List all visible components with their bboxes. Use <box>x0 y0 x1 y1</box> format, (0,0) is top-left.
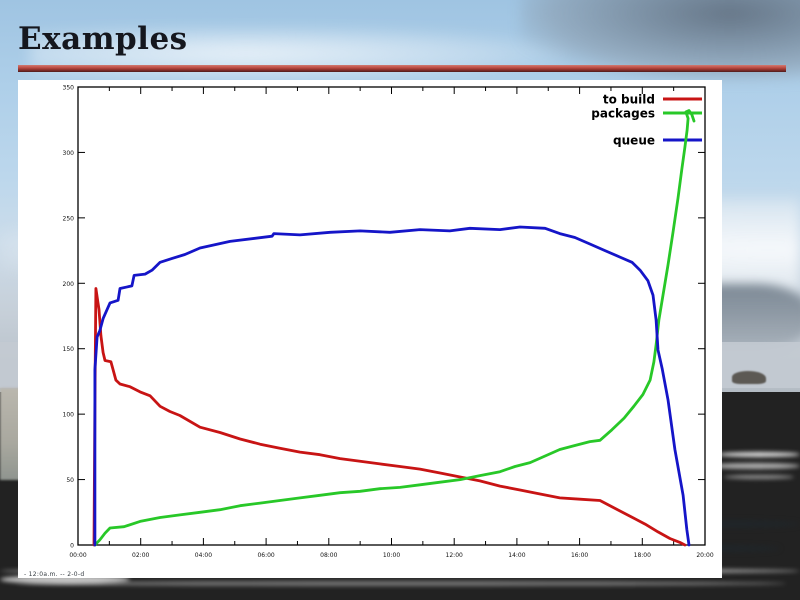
x-tick-label: 16:00 <box>571 552 588 559</box>
wave-foam <box>710 463 800 469</box>
y-tick-label: 150 <box>63 346 75 353</box>
wave-foam <box>718 452 800 457</box>
legend-label-packages: packages <box>591 107 655 121</box>
x-tick-label: 20:00 <box>696 552 713 559</box>
island-silhouette <box>732 371 766 384</box>
y-tick-label: 350 <box>63 85 75 92</box>
wave-foam <box>16 581 786 586</box>
series-line-queue <box>93 225 691 547</box>
wave-foam <box>0 575 130 584</box>
x-tick-label: 18:00 <box>634 552 651 559</box>
y-tick-label: 100 <box>63 412 75 419</box>
title-underline-rule <box>18 65 786 72</box>
y-tick-label: 0 <box>70 543 74 550</box>
x-tick-label: 02:00 <box>132 552 149 559</box>
footer-caption: - 12:0a.m. -- 2-0-d <box>24 571 85 578</box>
x-tick-label: 14:00 <box>508 552 525 559</box>
chart-svg: 00:00 02:00 04:00 06:00 08:00 10:00 12:00 14:00… <box>63 85 714 560</box>
page-title: Examples <box>18 21 188 57</box>
wave-foam <box>724 475 794 479</box>
x-tick-label: 10:00 <box>383 552 400 559</box>
y-tick-label: 250 <box>63 215 75 222</box>
series-line-to-build <box>92 287 687 547</box>
series-line-packages <box>93 109 696 547</box>
legend-label-queue: queue <box>613 134 655 148</box>
chart-frame <box>77 86 706 546</box>
x-tick-label: 04:00 <box>195 552 212 559</box>
chart-panel: 00:00 02:00 04:00 06:00 08:00 10:00 12:00 14:00… <box>18 80 722 578</box>
y-tick-label: 300 <box>63 150 75 157</box>
y-tick-label: 200 <box>63 281 75 288</box>
x-tick-label: 06:00 <box>257 552 274 559</box>
x-tick-label: 00:00 <box>69 552 86 559</box>
x-tick-label: 08:00 <box>320 552 337 559</box>
legend-label-to-build: to build <box>603 93 655 107</box>
y-tick-label: 50 <box>66 477 74 484</box>
x-tick-label: 12:00 <box>446 552 463 559</box>
